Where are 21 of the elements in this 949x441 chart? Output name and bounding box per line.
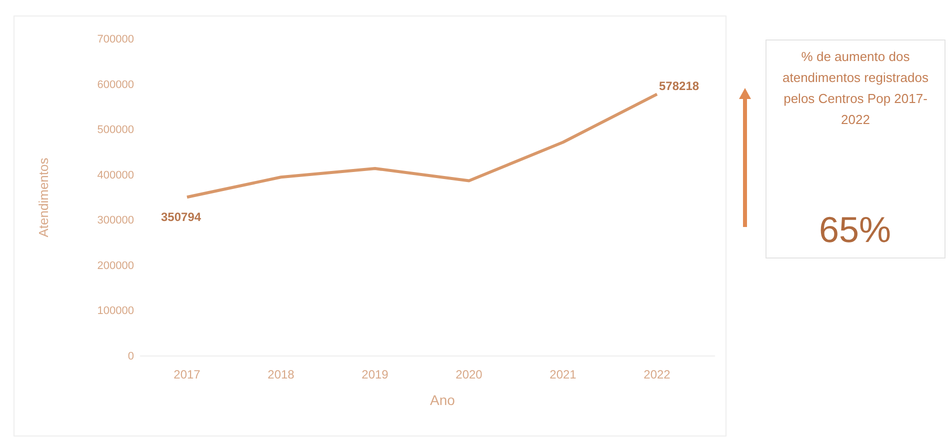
y-tick-label: 700000 <box>97 34 134 46</box>
y-tick-label: 0 <box>128 350 134 363</box>
y-tick-label: 500000 <box>97 124 134 136</box>
y-axis-title: Atendimentos <box>36 157 51 238</box>
x-axis-title: Ano <box>430 392 456 408</box>
data-label: 578218 <box>659 79 700 94</box>
x-tick-label: 2017 <box>174 368 201 382</box>
y-tick-label: 300000 <box>97 214 134 227</box>
y-tick-label: 200000 <box>97 260 134 272</box>
text: % de aumento dos atendimentos registrados pelos Centros Pop 2017-2022 <box>782 48 930 129</box>
x-tick-label: 2019 <box>362 368 389 382</box>
x-tick-label: 2022 <box>644 368 671 382</box>
x-tick-label: 2018 <box>268 368 295 382</box>
line-series <box>186 92 658 199</box>
x-tick-label: 2020 <box>456 368 483 382</box>
y-tick-label: 100000 <box>97 305 134 318</box>
x-tick-label: 2021 <box>550 368 577 382</box>
y-tick-label: 400000 <box>97 169 134 182</box>
data-label: 350794 <box>161 210 202 224</box>
text: 65% <box>818 209 892 250</box>
y-tick-label: 600000 <box>97 78 134 91</box>
